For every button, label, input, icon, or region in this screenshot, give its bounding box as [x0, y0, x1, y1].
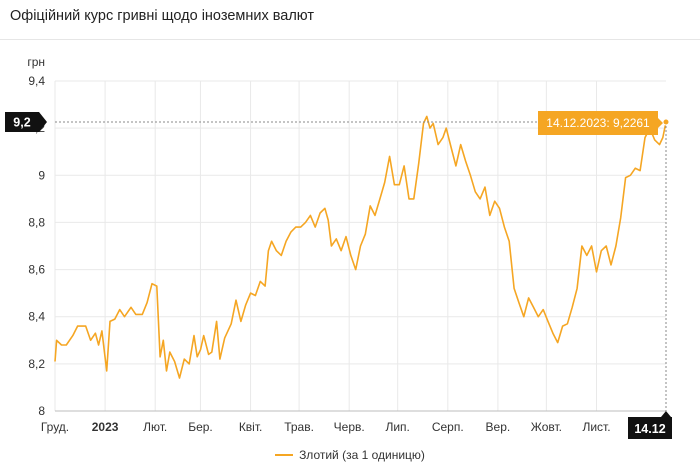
y-tick-label: 9,4	[28, 74, 45, 88]
hover-point	[662, 118, 670, 126]
x-tick-label: Вер.	[486, 420, 511, 434]
y-tick-label: 9	[38, 168, 45, 182]
x-tick-label: Жовт.	[531, 420, 562, 434]
y-crosshair-marker	[5, 111, 47, 132]
x-tick-label: Трав.	[284, 420, 314, 434]
x-tick-label: Груд.	[41, 420, 69, 434]
y-tick-label: 8,4	[28, 310, 45, 324]
page-title: Офіційний курс гривні щодо іноземних вал…	[10, 8, 315, 24]
y-tick-label: 8,8	[28, 215, 45, 229]
x-crosshair-marker	[628, 411, 672, 439]
x-tick-label: Бер.	[188, 420, 213, 434]
x-tick-label: Лист.	[582, 420, 610, 434]
series-line	[54, 115, 667, 379]
legend-swatch	[275, 453, 294, 456]
y-tick-label: 8	[38, 404, 45, 418]
y-tick-label: 8,2	[28, 357, 45, 371]
legend-label: Злотий (за 1 одиницю)	[299, 448, 425, 462]
x-tick-label: 2023	[92, 420, 119, 434]
x-tick-label: Лип.	[385, 420, 409, 434]
tooltip-box	[538, 110, 663, 135]
x-tick-label: Квіт.	[239, 420, 263, 434]
x-tick-label: Лют.	[143, 420, 167, 434]
y-axis-label: грн	[27, 55, 45, 69]
x-crosshair-label: 14.12	[634, 422, 665, 436]
tooltip-text: 14.12.2023: 9,2261	[546, 116, 650, 130]
y-tick-label: 8,6	[28, 263, 45, 277]
x-tick-label: Серп.	[432, 420, 464, 434]
x-tick-label: Черв.	[334, 420, 365, 434]
y-crosshair-label: 9,2	[13, 115, 30, 129]
chart-legend[interactable]: Злотий (за 1 одиницю)	[0, 448, 700, 462]
chart-header: Офіційний курс гривні щодо іноземних вал…	[0, 0, 700, 40]
